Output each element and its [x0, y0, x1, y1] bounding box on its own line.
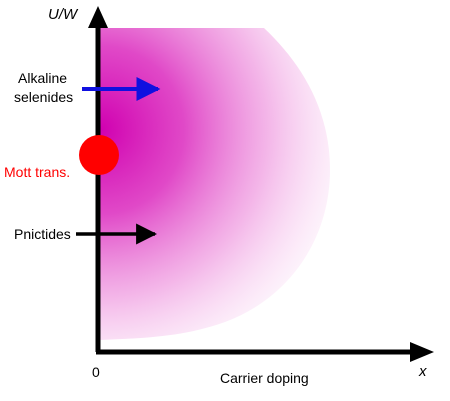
alkaline-selenides-label-line2: selenides	[14, 89, 73, 105]
mott-transition-label: Mott trans.	[4, 164, 70, 180]
superconducting-region	[100, 28, 330, 340]
mott-transition-dot	[79, 135, 119, 175]
alkaline-selenides-label-line1: Alkaline	[18, 70, 67, 86]
x-axis-label: x	[418, 363, 427, 380]
y-axis-label: U/W	[48, 6, 79, 23]
y-axis-arrowhead	[88, 6, 108, 28]
x-axis-title: Carrier doping	[220, 370, 309, 386]
origin-label: 0	[92, 364, 100, 380]
pnictides-label: Pnictides	[14, 226, 71, 242]
x-axis-arrowhead	[410, 342, 434, 362]
